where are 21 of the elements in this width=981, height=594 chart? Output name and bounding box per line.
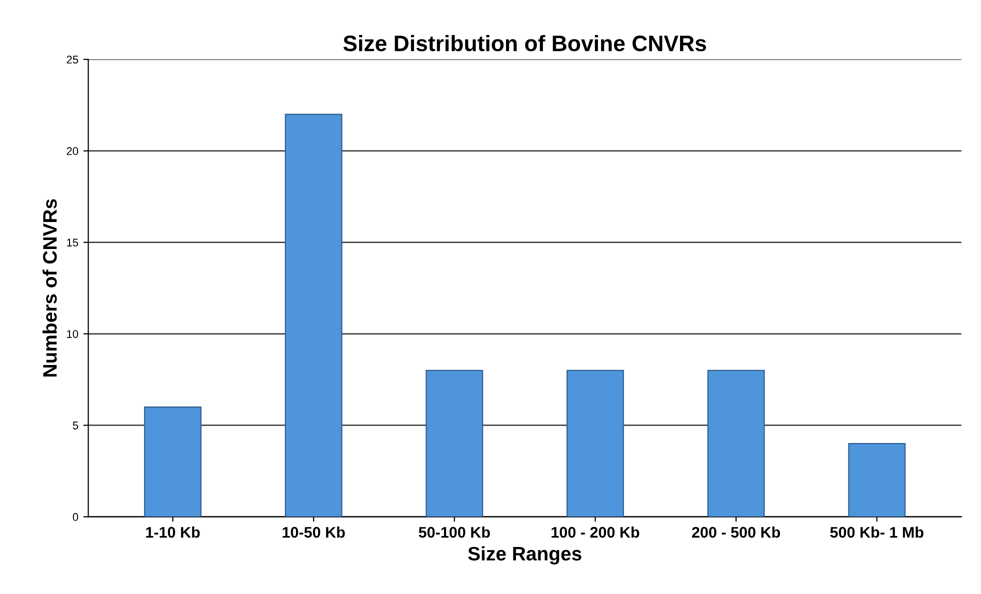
chart-title: Size Distribution of Bovine CNVRs — [343, 34, 706, 52]
bar — [707, 370, 765, 517]
x-tick-label: 500 Kb- 1 Mb — [830, 526, 924, 538]
x-tick-label: 100 - 200 Kb — [552, 526, 640, 538]
y-tick-label: 15 — [67, 238, 78, 246]
bar — [284, 114, 342, 517]
y-tick-label: 25 — [66, 56, 78, 64]
y-tick-label: 5 — [72, 422, 78, 430]
x-tick-label: 10-50 Kb — [282, 526, 345, 538]
bar — [426, 370, 484, 517]
bar — [848, 443, 906, 517]
x-tick-label: 200 - 500 Kb — [692, 526, 780, 538]
bar — [566, 370, 624, 517]
x-tick-label: 1-10 Kb — [146, 526, 200, 538]
x-axis-title: Size Ranges — [468, 546, 582, 565]
y-tick-label: 10 — [67, 330, 78, 338]
y-tick-label: 0 — [72, 513, 78, 521]
y-tick-label: 20 — [66, 147, 78, 156]
y-axis-title: Numbers of CNVRs — [42, 199, 57, 376]
bar — [144, 406, 202, 517]
x-tick-label: 50-100 Kb — [418, 526, 490, 538]
